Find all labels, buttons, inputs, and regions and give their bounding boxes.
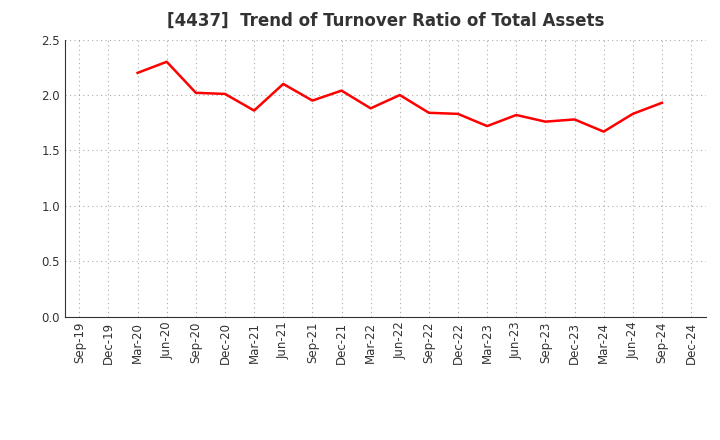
- Title: [4437]  Trend of Turnover Ratio of Total Assets: [4437] Trend of Turnover Ratio of Total …: [166, 12, 604, 30]
